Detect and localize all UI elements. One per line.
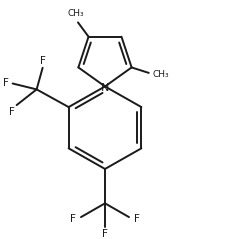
Text: F: F (70, 214, 76, 224)
Text: F: F (3, 78, 8, 88)
Text: N: N (101, 83, 109, 93)
Text: F: F (40, 56, 46, 66)
Text: F: F (9, 107, 14, 117)
Text: CH₃: CH₃ (153, 70, 169, 79)
Text: F: F (102, 229, 108, 239)
Text: CH₃: CH₃ (68, 10, 84, 18)
Text: F: F (134, 214, 140, 224)
